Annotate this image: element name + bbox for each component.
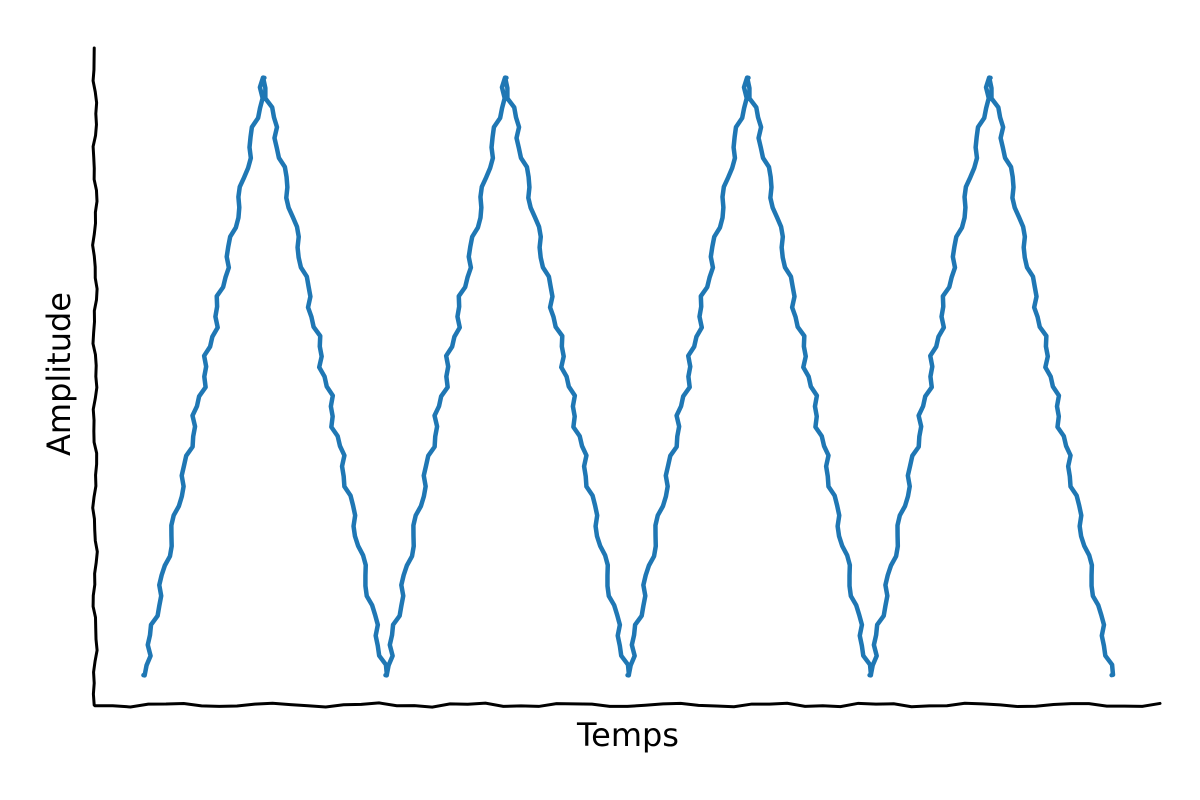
x-axis-label: Temps (576, 716, 679, 754)
data-point-5 (625, 672, 630, 678)
data-point-1 (141, 672, 146, 678)
data-point-6 (746, 75, 751, 81)
data-point-2 (262, 75, 267, 81)
y-axis-label: Amplitude (40, 292, 78, 456)
series-layer (141, 75, 1116, 678)
data-point-7 (867, 672, 872, 678)
data-point-8 (988, 75, 993, 81)
y-axis-line (91, 46, 99, 707)
data-point-4 (504, 75, 509, 81)
data-point-9 (1109, 672, 1114, 678)
data-point-3 (383, 672, 388, 678)
x-axis-line (93, 701, 1162, 709)
series-line-1 (142, 75, 1116, 678)
